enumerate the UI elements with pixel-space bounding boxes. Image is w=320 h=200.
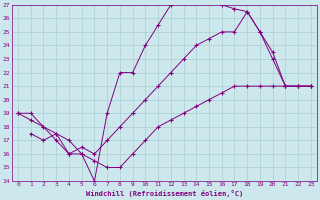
X-axis label: Windchill (Refroidissement éolien,°C): Windchill (Refroidissement éolien,°C) [86, 190, 243, 197]
